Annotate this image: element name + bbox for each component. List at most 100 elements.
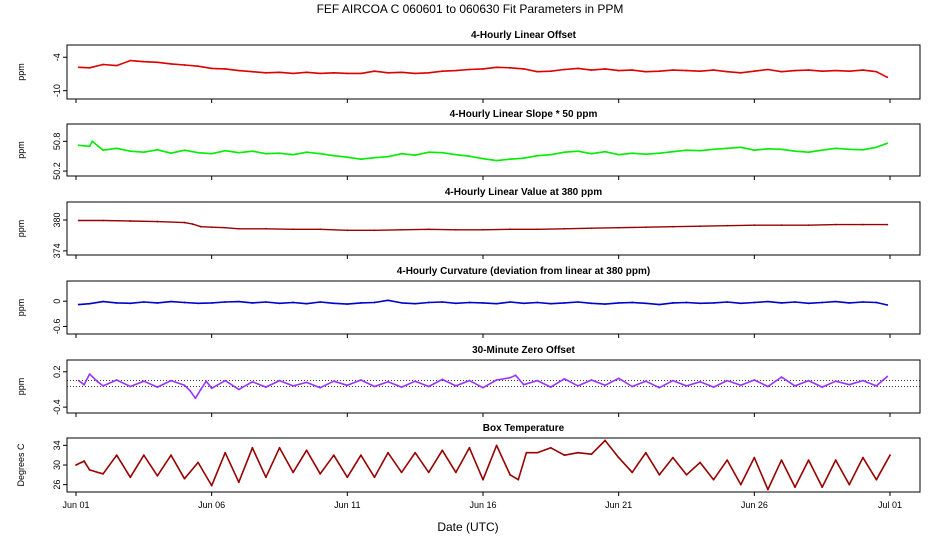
data-point <box>536 228 539 231</box>
data-point <box>265 152 267 155</box>
data-point <box>482 301 484 304</box>
data-point <box>699 70 701 73</box>
data-point <box>77 379 80 382</box>
data-point <box>454 153 457 156</box>
data-point <box>265 71 267 74</box>
data-point <box>210 226 213 229</box>
data-point <box>346 384 349 387</box>
data-point <box>414 302 417 305</box>
data-point <box>644 153 647 156</box>
data-point <box>75 464 77 466</box>
data-point <box>780 301 783 304</box>
data-point <box>189 389 191 392</box>
data-point <box>577 301 579 303</box>
data-point <box>522 68 525 70</box>
data-point <box>115 301 118 304</box>
data-point <box>115 454 118 457</box>
data-point <box>739 384 742 387</box>
data-point <box>224 379 227 382</box>
data-point <box>794 69 796 72</box>
panel-title: 30-Minute Zero Offset <box>472 345 575 356</box>
data-point <box>387 380 389 383</box>
data-point <box>672 150 674 153</box>
data-point <box>251 150 254 153</box>
data-point <box>536 70 539 73</box>
data-point <box>753 379 756 381</box>
data-point <box>468 155 471 158</box>
data-point <box>861 148 864 151</box>
panel-title: 4-Hourly Curvature (deviation from linea… <box>397 266 650 277</box>
data-point <box>414 380 417 383</box>
data-point <box>265 386 267 388</box>
y-tick-label: -0.4 <box>52 399 62 415</box>
data-point <box>848 383 851 386</box>
data-point <box>319 152 322 155</box>
data-point <box>604 384 606 387</box>
data-point <box>848 301 851 304</box>
data-point <box>875 70 878 73</box>
data-point <box>292 72 294 75</box>
data-point <box>685 385 688 387</box>
data-point <box>251 446 254 449</box>
data-point <box>387 299 389 302</box>
data-point <box>739 483 742 486</box>
data-point <box>726 70 729 73</box>
data-point <box>237 388 240 391</box>
data-point <box>861 301 864 303</box>
data-point <box>360 301 362 304</box>
data-point <box>875 385 878 387</box>
data-point <box>780 224 783 227</box>
data-point <box>726 147 729 150</box>
data-point <box>387 155 389 158</box>
data-point <box>332 154 335 157</box>
data-point <box>156 148 159 151</box>
data-point <box>536 451 539 454</box>
data-point <box>617 153 620 156</box>
data-point <box>183 149 186 152</box>
x-tick-label: Jun 06 <box>198 500 225 510</box>
data-point <box>237 481 240 484</box>
data-point <box>88 373 91 376</box>
data-point <box>672 301 674 304</box>
y-tick-label: 30 <box>52 460 62 470</box>
data-point <box>360 72 362 75</box>
data-point <box>848 70 851 73</box>
data-point <box>224 226 227 229</box>
y-tick-label: -0.6 <box>52 319 62 335</box>
data-point <box>699 149 701 152</box>
data-point <box>886 304 889 306</box>
data-point <box>563 377 566 380</box>
data-point <box>549 386 552 388</box>
data-point <box>780 70 783 73</box>
panel-frame <box>66 280 921 335</box>
data-point <box>400 301 403 304</box>
panel-frame <box>66 44 921 100</box>
data-point <box>604 68 606 70</box>
data-point <box>712 301 715 304</box>
data-point <box>387 451 389 454</box>
data-point <box>441 449 444 452</box>
data-point <box>441 151 444 154</box>
data-point <box>617 377 620 380</box>
data-point <box>482 68 484 70</box>
data-point <box>468 68 471 71</box>
figure-title: FEF AIRCOA C 060601 to 060630 Fit Parame… <box>317 2 624 16</box>
data-point <box>360 158 362 161</box>
data-point <box>414 451 417 454</box>
data-point <box>400 228 403 231</box>
data-point <box>712 478 715 481</box>
data-point <box>115 147 118 150</box>
data-point <box>278 446 281 449</box>
data-point <box>712 69 715 71</box>
data-point <box>102 385 105 387</box>
y-tick-label: 0 <box>52 299 62 304</box>
y-axis-label: ppm <box>16 141 26 159</box>
panel-title: 4-Hourly Linear Value at 380 ppm <box>445 187 602 198</box>
data-point <box>194 397 197 400</box>
data-point <box>197 151 200 154</box>
y-tick-label: 50.8 <box>52 133 62 151</box>
data-point <box>739 302 742 305</box>
data-point <box>210 301 213 304</box>
data-point <box>332 71 335 74</box>
y-tick-label: 374 <box>52 243 62 258</box>
